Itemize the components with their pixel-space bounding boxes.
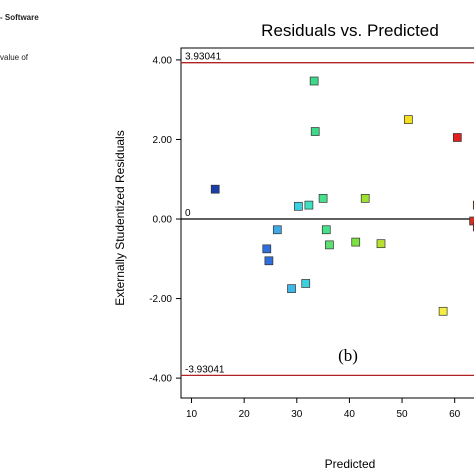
y-axis-title: Externally Studentized Residuals bbox=[113, 130, 127, 305]
side-text-value-of: value of bbox=[0, 53, 29, 62]
y-tick-label: 2.00 bbox=[153, 135, 173, 146]
chart-marks: 4.00 2.00 0.00 -2.00 -4.00 10 20 30 40 50 60 3.9304… bbox=[149, 52, 474, 420]
data-point bbox=[309, 76, 319, 86]
data-point bbox=[404, 115, 413, 124]
y-tick-label: 4.00 bbox=[153, 55, 173, 66]
data-point bbox=[301, 279, 311, 288]
x-tick-label: 20 bbox=[239, 409, 251, 420]
data-point bbox=[294, 201, 303, 211]
data-point bbox=[321, 225, 331, 235]
reference-line-label: 0 bbox=[185, 208, 191, 219]
data-point bbox=[287, 284, 296, 293]
data-point bbox=[318, 193, 328, 203]
x-axis-title: Predicted bbox=[325, 457, 376, 471]
chart-title: Residuals vs. Predicted bbox=[261, 21, 439, 40]
x-tick-label: 10 bbox=[186, 409, 198, 420]
data-point bbox=[310, 127, 320, 136]
data-point bbox=[304, 200, 314, 210]
data-point bbox=[264, 256, 274, 266]
side-text-software: - Software bbox=[0, 13, 39, 22]
reference-line-label: -3.93041 bbox=[185, 364, 225, 375]
data-point bbox=[262, 244, 272, 254]
data-point bbox=[351, 237, 361, 247]
plot-frame bbox=[180, 47, 474, 399]
data-point bbox=[272, 225, 282, 235]
data-point bbox=[376, 239, 386, 249]
x-tick-label: 60 bbox=[449, 409, 461, 420]
x-tick-label: 30 bbox=[291, 409, 303, 420]
data-point bbox=[210, 184, 220, 194]
y-tick-label: -2.00 bbox=[149, 294, 172, 305]
x-tick-label: 40 bbox=[344, 409, 356, 420]
panel-label: (b) bbox=[338, 346, 358, 365]
data-point bbox=[325, 240, 334, 250]
data-point bbox=[438, 306, 448, 316]
x-tick-label: 50 bbox=[396, 409, 408, 420]
data-point bbox=[360, 193, 370, 203]
y-tick-label: -4.00 bbox=[149, 374, 172, 385]
data-point bbox=[452, 133, 462, 142]
y-tick-label: 0.00 bbox=[153, 215, 173, 226]
reference-line-label: 3.93041 bbox=[185, 52, 222, 63]
